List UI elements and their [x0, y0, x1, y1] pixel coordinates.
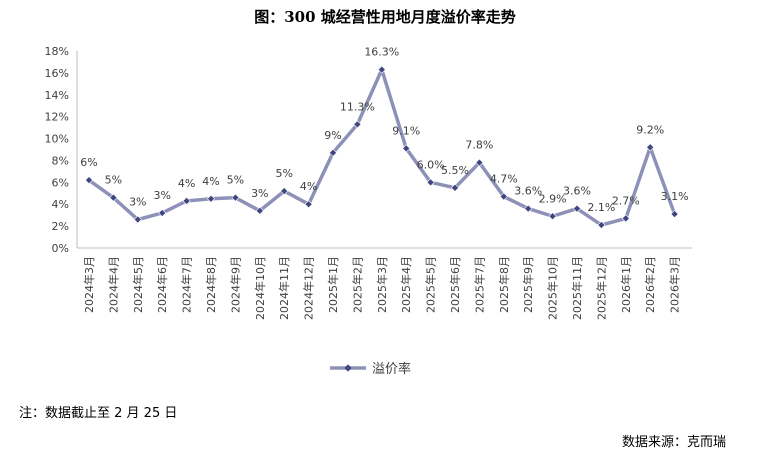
- y-tick-label: 0%: [52, 242, 69, 255]
- data-labels: 6% 5% 3% 3% 4% 4% 5% 3% 5% 4% 9% 11.3% 16.3% 9.1% 6.0%…: [80, 46, 688, 214]
- y-tick-label: 18%: [45, 45, 69, 58]
- x-tick-label: 2025年1月: [326, 256, 340, 313]
- data-point-marker: [524, 204, 533, 213]
- data-point-marker: [255, 206, 264, 215]
- x-tick-label: 2024年5月: [131, 256, 145, 313]
- y-tick-label: 8%: [52, 154, 69, 167]
- data-point-marker: [646, 143, 655, 152]
- y-tick-label: 16%: [45, 67, 69, 80]
- x-tick-label: 2024年11月: [277, 256, 291, 320]
- data-point-marker: [231, 193, 240, 202]
- x-tick-label: 2025年7月: [472, 256, 486, 313]
- y-tick-label: 2%: [52, 220, 69, 233]
- x-tick-label: 2026年1月: [619, 256, 633, 313]
- x-tick-label: 2024年9月: [228, 256, 242, 313]
- x-tick-label: 2024年6月: [155, 256, 169, 313]
- data-label: 5%: [105, 174, 122, 187]
- data-point-marker: [280, 187, 289, 196]
- y-tick-label: 6%: [52, 176, 69, 189]
- data-label: 5%: [275, 167, 292, 180]
- y-tick-label: 14%: [45, 89, 69, 102]
- data-point-marker: [377, 65, 386, 74]
- footnote: 注：数据截止至 2 月 25 日: [19, 406, 178, 421]
- data-label: 4%: [202, 175, 219, 188]
- y-tick-label: 4%: [52, 198, 69, 211]
- data-label: 5.5%: [441, 164, 469, 177]
- data-label: 2.9%: [539, 192, 567, 205]
- data-label: 4%: [300, 180, 317, 193]
- x-tick-label: 2026年2月: [643, 256, 657, 313]
- data-point-marker: [206, 194, 216, 203]
- x-tick-label: 2024年7月: [180, 256, 194, 313]
- data-label: 2.7%: [612, 194, 640, 207]
- data-point-marker: [304, 200, 313, 209]
- data-point-marker: [328, 148, 338, 157]
- data-label: 11.3%: [340, 100, 375, 113]
- data-point-marker: [109, 193, 118, 202]
- x-tick-label: 2024年12月: [302, 256, 316, 320]
- data-label: 3%: [153, 189, 170, 202]
- source-note: 数据来源：克而瑞: [621, 435, 726, 450]
- data-point-marker: [597, 220, 606, 230]
- x-tick-label: 2025年3月: [375, 256, 389, 313]
- x-tick-label: 2026年3月: [668, 256, 682, 313]
- y-tick-label: 10%: [45, 133, 69, 146]
- data-point-marker: [133, 215, 142, 224]
- x-tick-label: 2024年8月: [204, 256, 218, 313]
- x-tick-label: 2025年11月: [570, 256, 584, 320]
- x-tick-label: 2025年4月: [399, 256, 413, 313]
- series-line-group: [84, 65, 679, 230]
- chart-axes: [76, 51, 692, 249]
- data-label: 3.6%: [514, 185, 542, 198]
- data-label: 3%: [129, 196, 146, 209]
- data-label: 6%: [80, 156, 97, 169]
- data-point-marker: [450, 183, 460, 192]
- x-tick-label: 2025年12月: [594, 256, 608, 320]
- x-tick-label: 2024年3月: [82, 256, 96, 313]
- legend-marker: [344, 364, 352, 372]
- data-label: 3.6%: [563, 185, 591, 198]
- x-tick-label: 2025年6月: [448, 256, 462, 313]
- data-label: 9.1%: [392, 124, 420, 137]
- x-tick-labels: 2024年3月 2024年4月 2024年5月 2024年6月 2024年7月 2024年…: [82, 256, 682, 320]
- data-point-marker: [182, 196, 191, 205]
- legend: 溢价率: [330, 361, 411, 377]
- data-point-marker: [572, 204, 582, 213]
- data-point-marker: [402, 144, 411, 153]
- data-label: 3%: [251, 187, 268, 200]
- data-point-marker: [548, 212, 557, 221]
- y-tick-labels: 0% 2% 4% 6% 8% 10% 12% 14% 16% 18%: [45, 45, 69, 255]
- x-tick-label: 2025年5月: [424, 256, 438, 313]
- data-point-marker: [84, 176, 94, 185]
- data-point-marker: [158, 208, 167, 218]
- x-tick-label: 2025年8月: [497, 256, 511, 313]
- data-point-marker: [475, 158, 484, 167]
- line-chart: 0% 2% 4% 6% 8% 10% 12% 14% 16% 18% 2024年3月 2024年4月…: [45, 45, 692, 377]
- data-label: 3.1%: [661, 190, 689, 203]
- data-point-marker: [353, 120, 362, 129]
- data-label: 9.2%: [636, 123, 664, 136]
- data-label: 4%: [178, 177, 195, 190]
- data-label: 9%: [324, 129, 341, 142]
- data-point-marker: [670, 210, 679, 219]
- chart-title: 图：300 城经营性用地月度溢价率走势: [254, 8, 516, 26]
- legend-label: 溢价率: [372, 361, 411, 377]
- x-tick-label: 2025年2月: [350, 256, 364, 313]
- data-label: 5%: [227, 174, 244, 187]
- data-label: 6.0%: [417, 158, 445, 171]
- x-tick-label: 2025年10月: [546, 256, 560, 320]
- y-tick-label: 12%: [45, 111, 69, 124]
- x-tick-label: 2025年9月: [521, 256, 535, 313]
- x-tick-label: 2024年10月: [253, 256, 267, 320]
- data-label: 2.1%: [587, 201, 615, 214]
- data-point-marker: [621, 214, 630, 223]
- data-point-marker: [426, 178, 435, 187]
- data-label: 7.8%: [465, 139, 493, 152]
- x-tick-label: 2024年4月: [106, 256, 120, 313]
- data-point-marker: [499, 192, 508, 201]
- data-label: 16.3%: [364, 46, 399, 59]
- data-label: 4.7%: [490, 173, 518, 186]
